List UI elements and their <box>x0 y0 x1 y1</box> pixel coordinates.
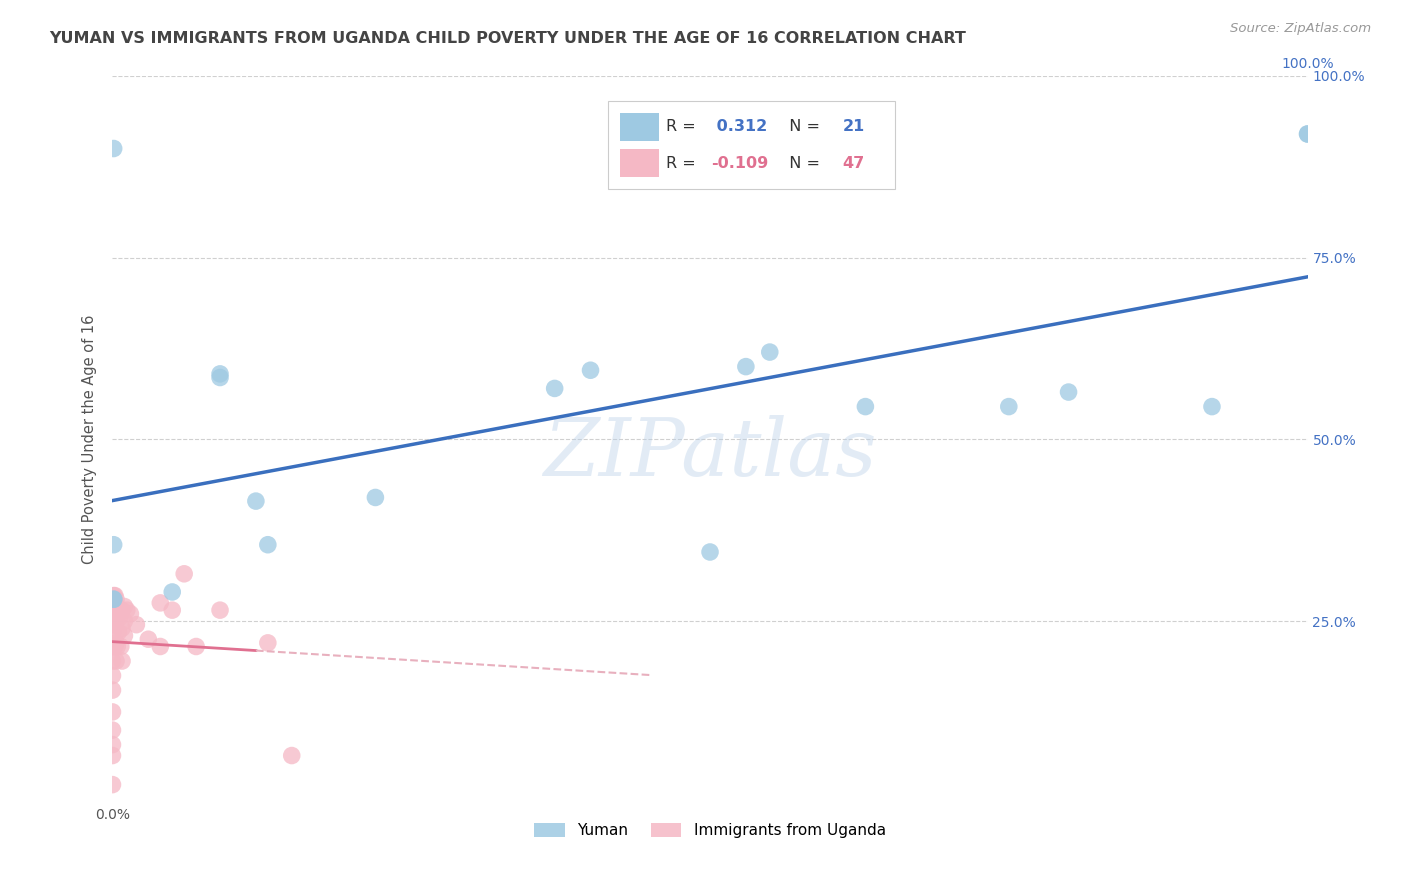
Point <box>101 640 124 654</box>
Point <box>209 603 232 617</box>
Point <box>101 624 124 639</box>
Text: 21: 21 <box>842 120 865 134</box>
Point <box>114 629 135 643</box>
Point <box>101 610 124 624</box>
Point <box>209 367 232 381</box>
Point <box>125 617 148 632</box>
Point <box>101 778 124 792</box>
Point <box>111 654 134 668</box>
Point <box>759 345 782 359</box>
Point <box>364 491 387 505</box>
Point <box>149 596 172 610</box>
Point <box>162 603 183 617</box>
Point <box>105 636 128 650</box>
Point <box>735 359 758 374</box>
Point <box>162 585 183 599</box>
Point <box>101 705 124 719</box>
Point <box>111 603 134 617</box>
Point <box>579 363 602 377</box>
Point <box>101 683 124 698</box>
Point <box>104 589 127 603</box>
Point <box>104 617 127 632</box>
Point <box>103 592 125 607</box>
Text: Source: ZipAtlas.com: Source: ZipAtlas.com <box>1230 22 1371 36</box>
Text: N =: N = <box>779 120 825 134</box>
Point <box>110 640 132 654</box>
Bar <box>620 113 658 141</box>
Point <box>103 592 125 607</box>
Point <box>111 621 134 635</box>
Point <box>107 624 129 639</box>
Legend: Yuman, Immigrants from Uganda: Yuman, Immigrants from Uganda <box>527 815 893 846</box>
Point <box>105 592 128 607</box>
Point <box>105 654 128 668</box>
Point <box>1201 400 1223 414</box>
Text: N =: N = <box>779 155 825 170</box>
Point <box>101 748 124 763</box>
Point <box>103 141 125 155</box>
Point <box>173 566 195 581</box>
Point <box>114 599 135 614</box>
Point <box>108 610 131 624</box>
Point <box>103 640 125 654</box>
Point <box>105 610 128 624</box>
Point <box>103 538 125 552</box>
Point <box>186 640 208 654</box>
Point <box>257 636 280 650</box>
Text: R =: R = <box>666 155 700 170</box>
FancyBboxPatch shape <box>609 102 896 188</box>
Point <box>209 370 232 384</box>
Point <box>120 607 142 621</box>
Point <box>699 545 721 559</box>
Point <box>1296 127 1319 141</box>
Point <box>114 614 135 628</box>
Point <box>101 654 124 668</box>
Text: ZIPatlas: ZIPatlas <box>543 415 877 492</box>
Point <box>105 640 128 654</box>
Bar <box>620 149 658 177</box>
Text: 47: 47 <box>842 155 865 170</box>
Point <box>138 632 160 647</box>
Point <box>1057 385 1080 400</box>
Point <box>998 400 1021 414</box>
Point <box>149 640 172 654</box>
Text: -0.109: -0.109 <box>711 155 769 170</box>
Point <box>245 494 267 508</box>
Point <box>103 617 125 632</box>
Text: YUMAN VS IMMIGRANTS FROM UGANDA CHILD POVERTY UNDER THE AGE OF 16 CORRELATION CH: YUMAN VS IMMIGRANTS FROM UGANDA CHILD PO… <box>49 31 966 46</box>
Point <box>281 748 304 763</box>
Point <box>103 589 125 603</box>
Point <box>110 603 132 617</box>
Point <box>107 603 129 617</box>
Y-axis label: Child Poverty Under the Age of 16: Child Poverty Under the Age of 16 <box>82 315 97 564</box>
Point <box>101 668 124 682</box>
Point <box>104 640 127 654</box>
Point <box>257 538 280 552</box>
Point <box>101 596 124 610</box>
Point <box>101 723 124 737</box>
Point <box>855 400 877 414</box>
Text: R =: R = <box>666 120 700 134</box>
Point <box>1296 127 1319 141</box>
Point <box>105 603 128 617</box>
Point <box>101 738 124 752</box>
Text: 0.312: 0.312 <box>711 120 768 134</box>
Point <box>115 603 138 617</box>
Point <box>543 381 565 395</box>
